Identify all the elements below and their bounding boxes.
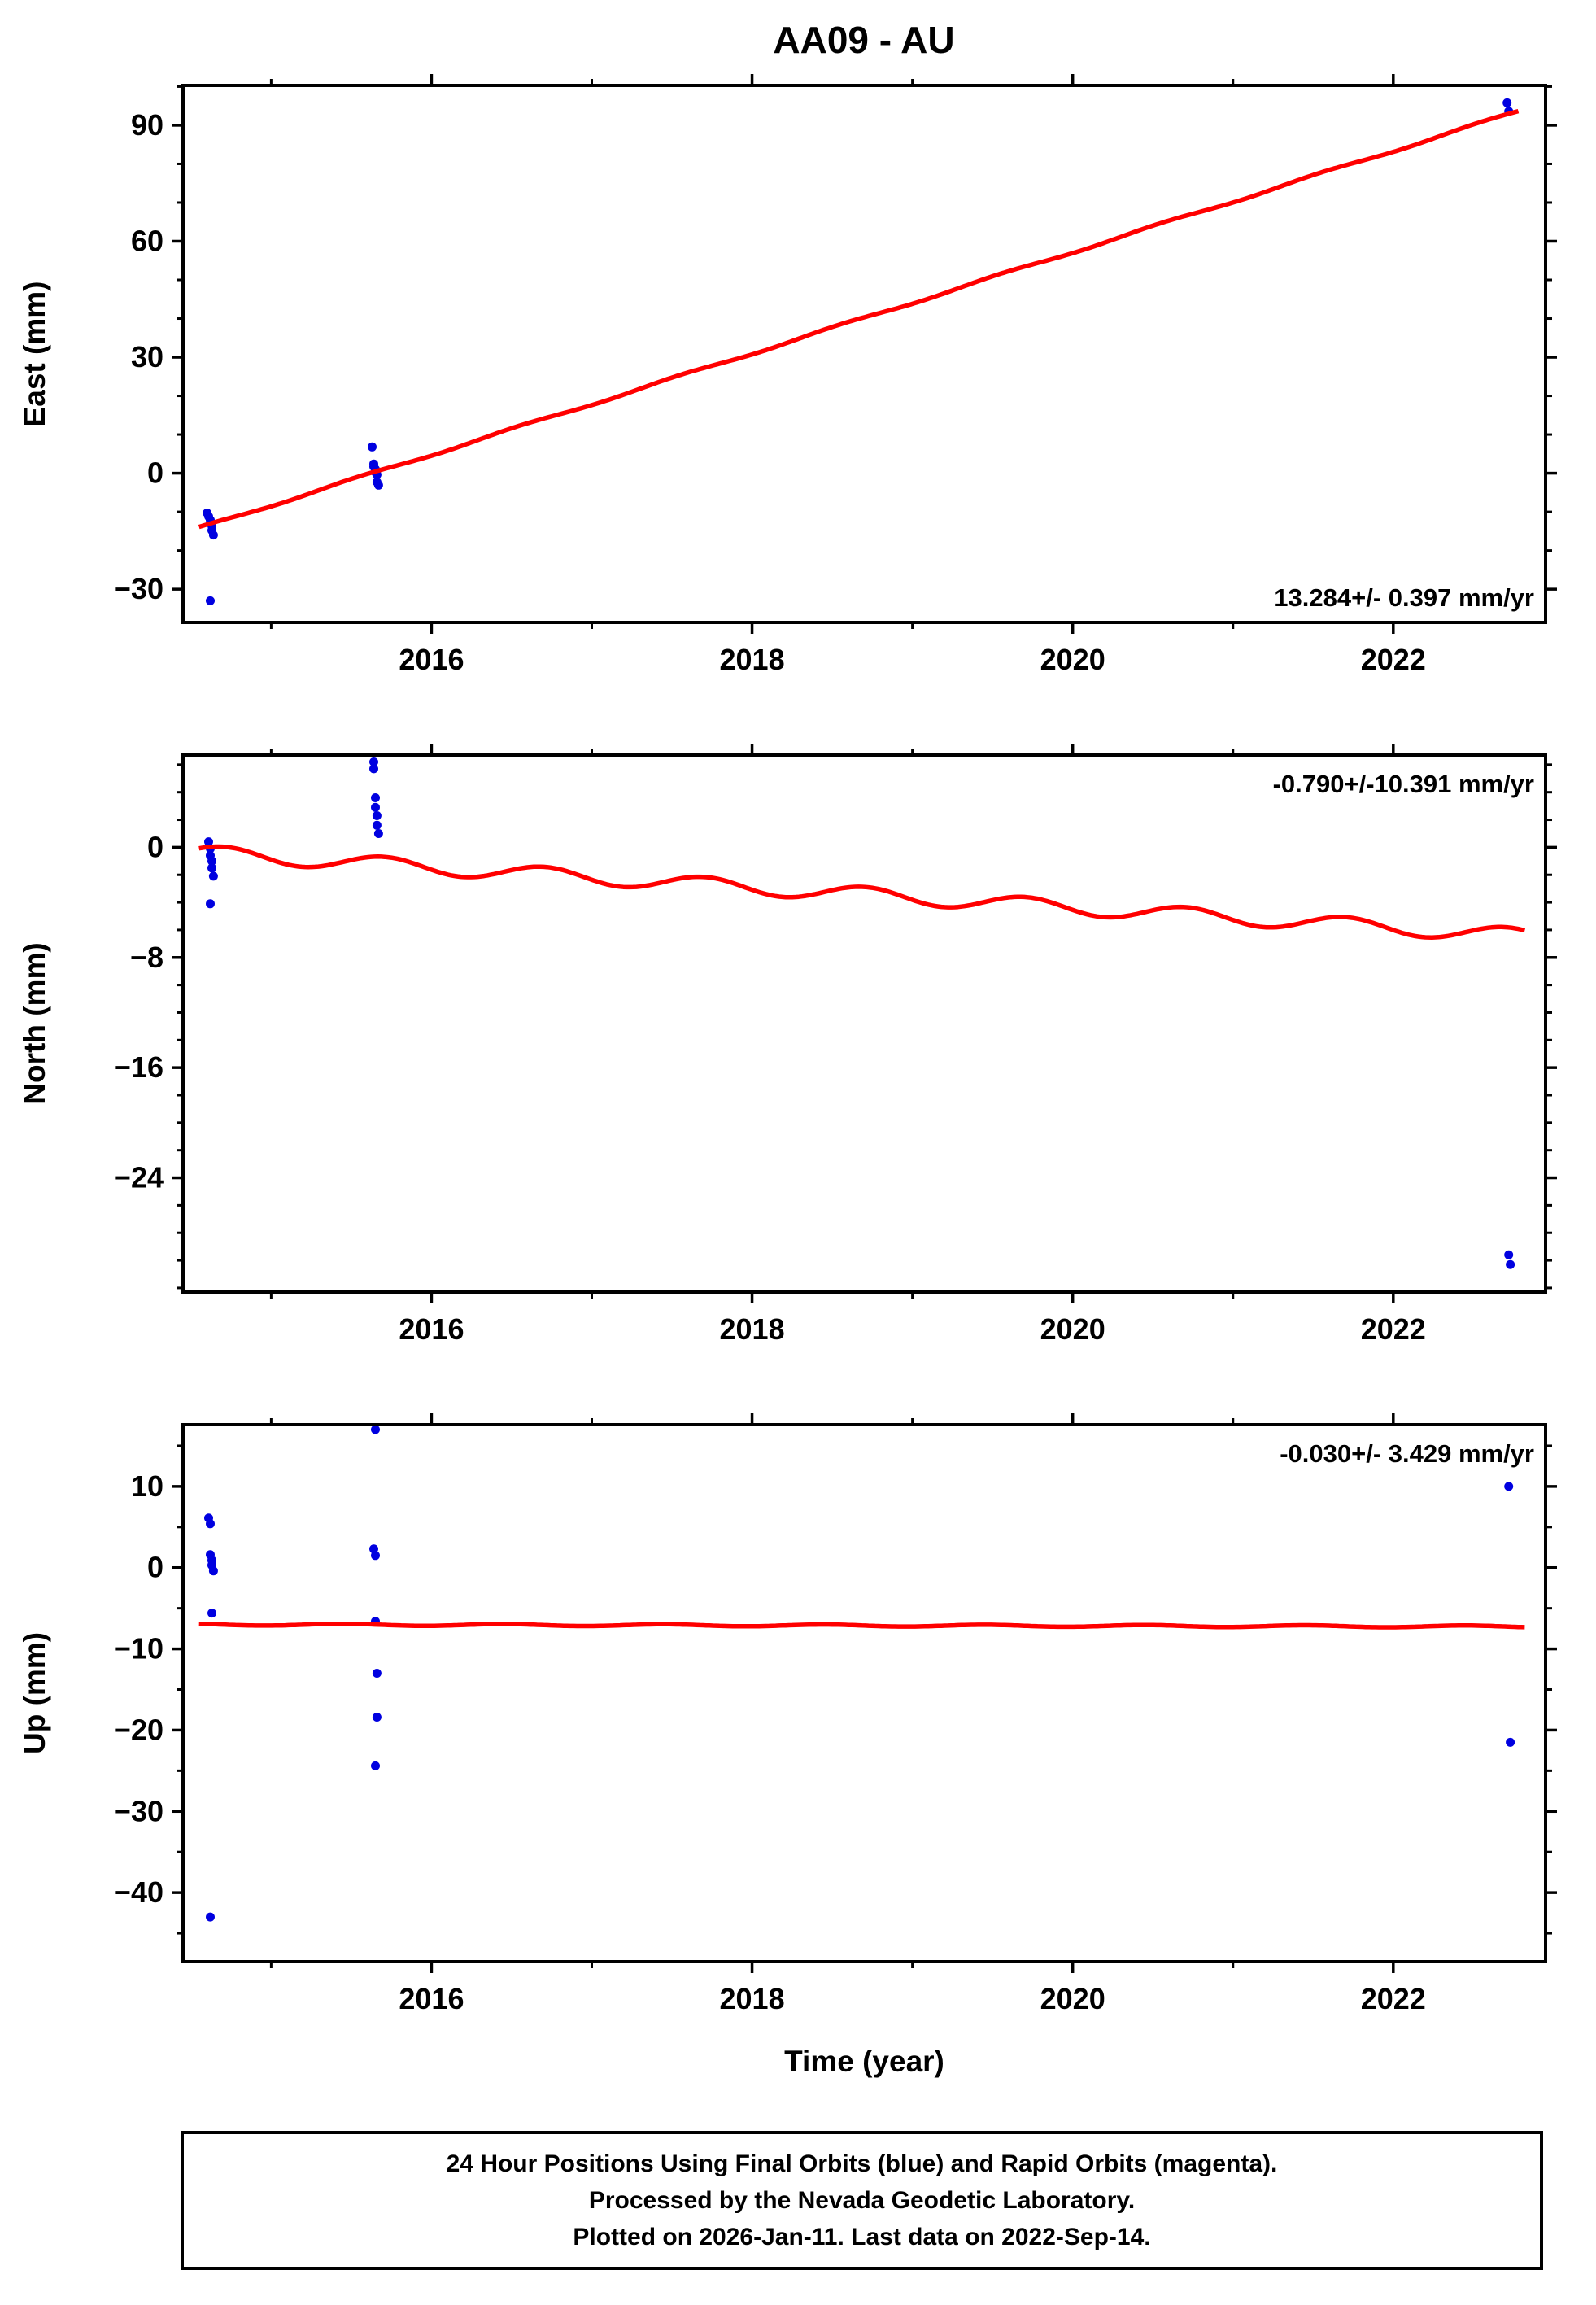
data-point [371,1761,380,1770]
data-point [206,898,215,908]
data-point [369,764,378,774]
rate-annotation: -0.790+/-10.391 mm/yr [1273,770,1534,798]
rate-annotation: 13.284+/- 0.397 mm/yr [1274,583,1534,612]
data-point [369,757,378,766]
x-tick-label: 2022 [1361,1982,1426,2015]
y-tick-label: 0 [147,1550,164,1583]
x-tick-label: 2020 [1040,1312,1105,1346]
y-axis-label: North (mm) [18,942,51,1104]
trend-line [198,1621,1525,1630]
data-point [372,1712,382,1722]
y-tick-label: −30 [114,1794,164,1827]
plot-frame [181,1422,1547,1963]
data-point [1506,1737,1515,1747]
data-point [207,856,216,866]
east-panel: 2016 2018 2020 2022 −30 0 30 60 90 13.284+/- 0.39… [0,71,1596,740]
y-tick-label: 30 [131,340,164,373]
y-tick-label: 0 [147,830,164,863]
x-axis-label: Time (year) [784,2045,944,2078]
data-point [371,1425,380,1434]
footer-line-2: Processed by the Nevada Geodetic Laborat… [588,2186,1136,2214]
y-tick-label: −20 [114,1713,164,1746]
trend-line [198,108,1520,529]
data-point [208,530,218,539]
x-tick-label: 2018 [720,643,785,676]
y-tick-label: −24 [114,1160,164,1194]
plot-frame [181,83,1547,624]
data-point [208,871,218,881]
east-plot: 2016 2018 2020 2022 −30 0 30 60 90 13.284+/- 0.39… [18,73,1557,676]
x-tick-label: 2022 [1361,643,1426,676]
data-point [371,792,380,802]
y-tick-label: −30 [114,572,164,605]
data-point [204,836,213,846]
data-point [373,828,383,838]
y-tick-label: 10 [131,1469,164,1503]
x-tick-label: 2016 [399,1982,464,2015]
data-point [208,1565,218,1575]
y-axis-label: East (mm) [18,281,51,426]
x-tick-label: 2022 [1361,1312,1426,1346]
footer-line-3: Plotted on 2026-Jan-11. Last data on 202… [573,2223,1151,2250]
y-tick-label: −10 [114,1631,164,1665]
y-tick-label: −8 [130,940,164,973]
y-tick-label: 60 [131,224,164,257]
footer-note: 24 Hour Positions Using Final Orbits (bl… [181,2130,1543,2270]
data-point [1504,1250,1514,1259]
data-point [207,1608,216,1617]
data-point [372,820,382,830]
data-point [1504,1482,1514,1491]
data-point [207,862,216,872]
data-point [373,480,383,490]
data-point [368,442,377,452]
y-tick-label: −40 [114,1875,164,1909]
north-panel: 2016 2018 2020 2022 −24 −16 −8 0 -0.790+/-10.391… [0,740,1596,1410]
data-point [371,1550,380,1560]
data-point [1506,1259,1515,1269]
y-tick-label: −16 [114,1050,164,1084]
up-panel: 2016 2018 2020 2022 −40 −30 −20 −10 0 10 -0.030+/-… [0,1410,1596,2102]
data-point [1502,98,1512,107]
x-tick-label: 2018 [720,1982,785,2015]
data-point [206,596,215,605]
y-tick-label: 0 [147,456,164,489]
y-axis-label: Up (mm) [18,1632,51,1754]
north-plot: 2016 2018 2020 2022 −24 −16 −8 0 -0.790+/-10.391… [18,743,1557,1346]
data-point [206,1912,215,1922]
y-tick-label: 90 [131,108,164,142]
x-tick-label: 2020 [1040,643,1105,676]
x-tick-label: 2020 [1040,1982,1105,2015]
data-point [372,1668,382,1678]
x-tick-label: 2018 [720,1312,785,1346]
data-point [372,810,382,820]
plot-frame [181,753,1547,1294]
x-tick-label: 2016 [399,643,464,676]
chart-title-row: AA09 - AU [0,0,1596,71]
up-plot: 2016 2018 2020 2022 −40 −30 −20 −10 0 10 -0.030+/-… [18,1412,1557,2078]
data-point [206,1518,215,1528]
data-point [371,802,380,812]
trend-line [198,844,1526,940]
footer-line-1: 24 Hour Positions Using Final Orbits (bl… [446,2150,1278,2177]
x-tick-label: 2016 [399,1312,464,1346]
chart-title: AA09 - AU [773,19,955,61]
rate-annotation: -0.030+/- 3.429 mm/yr [1280,1439,1534,1468]
